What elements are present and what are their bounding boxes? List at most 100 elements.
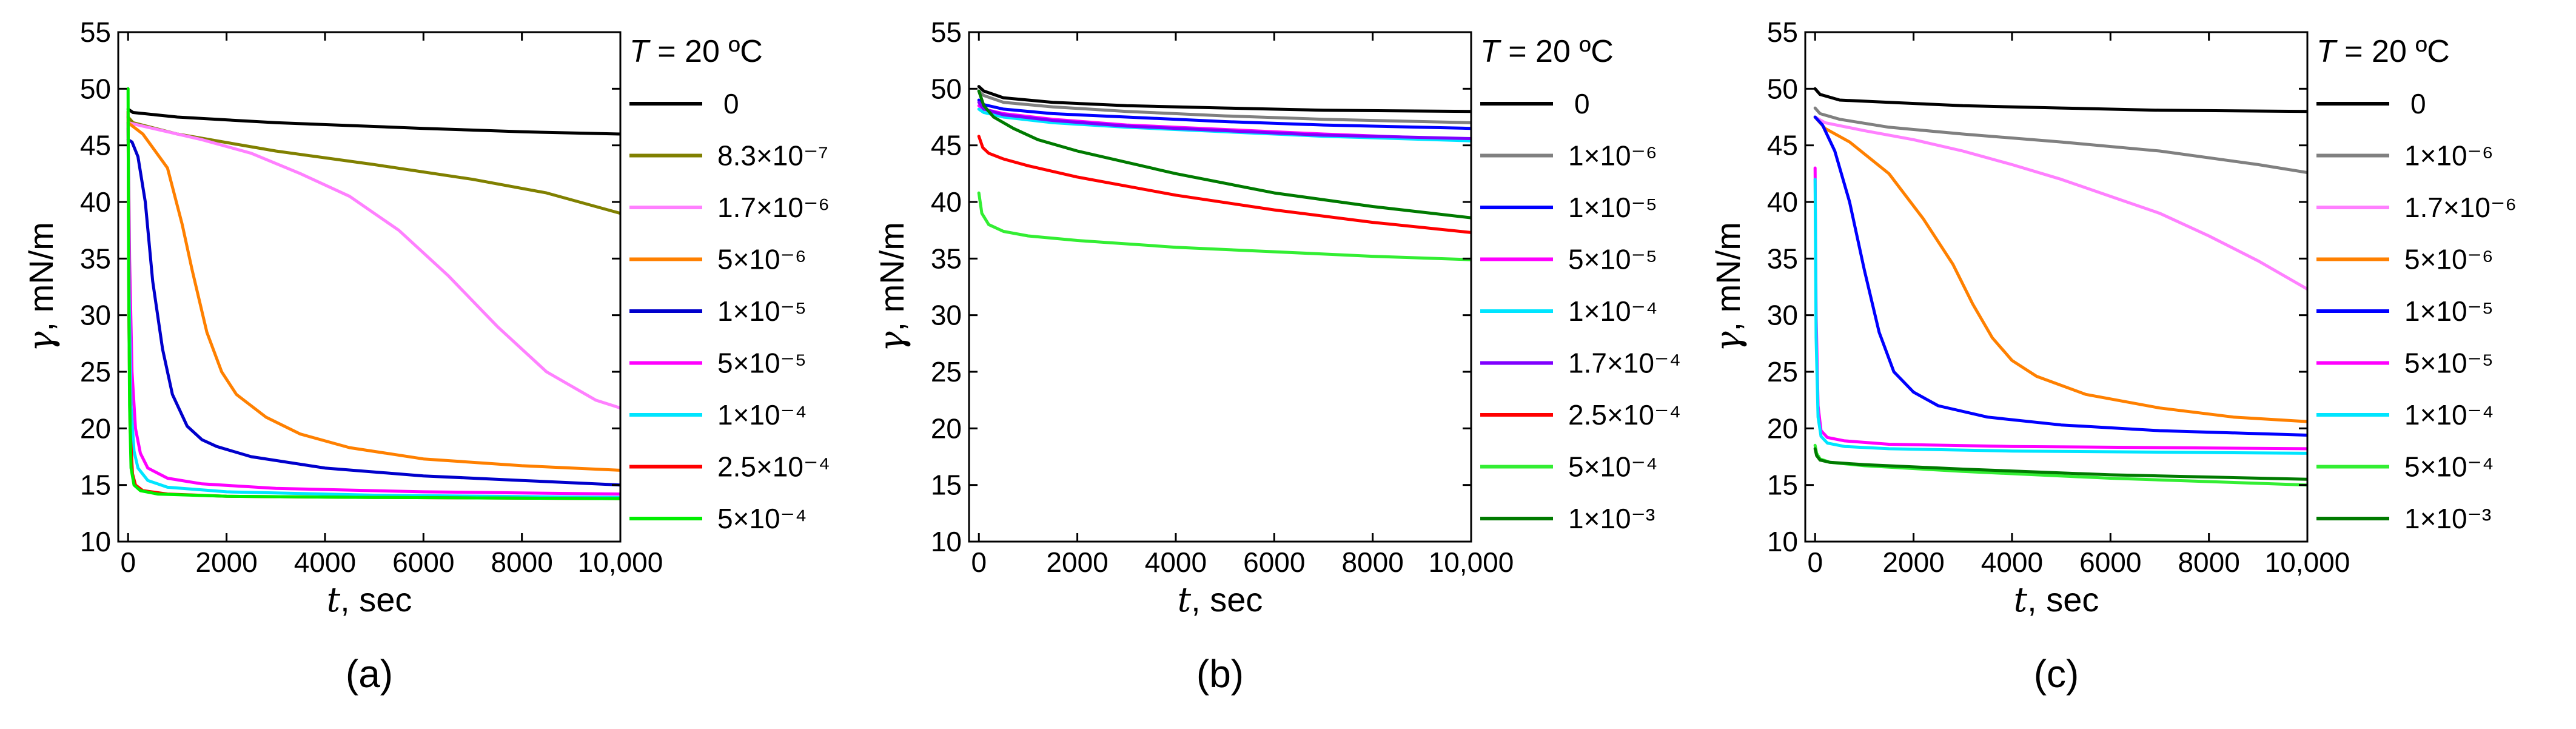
panel-a-legend-label-6: 1×10⁻⁴: [717, 399, 807, 431]
panel-a-legend-label-7: 2.5×10⁻⁴: [717, 451, 830, 483]
panel-b-legend-title-rest: = 20 ºC: [1500, 34, 1614, 69]
panel-b-y-tick-label-5: 35: [931, 243, 962, 274]
panel-a-y-tick-label-4: 30: [80, 300, 111, 331]
panel-a-y-tick-label-8: 50: [80, 73, 111, 104]
panel-a-y-tick-label-0: 10: [80, 526, 111, 557]
panel-b-x-tick-label-1: 2000: [1046, 546, 1108, 578]
panel-c-legend-label-3: 5×10⁻⁶: [2404, 244, 2494, 275]
panel-b-series-line-0: [977, 85, 1471, 113]
panel-a-legend-label-4: 1×10⁻⁵: [717, 295, 807, 327]
panel-b-series-line-8: [977, 89, 1471, 220]
panel-b-legend-label-4: 1×10⁻⁴: [1568, 295, 1658, 327]
panel-c-y-tick-label-5: 35: [1767, 243, 1798, 274]
panel-b-x-tick-label-5: 10,000: [1429, 546, 1514, 578]
panel-b-x-tick-label-0: 0: [971, 546, 987, 578]
panel-b-y-tick-label-4: 30: [931, 300, 962, 331]
panel-b-y-tick-label-0: 10: [931, 526, 962, 557]
panel-a-x-tick-label-0: 0: [120, 546, 136, 578]
panel-c-y-tick-label-7: 45: [1767, 130, 1798, 161]
panel-c-y-axis-unit: , mN/m: [1709, 222, 1747, 331]
panel-b-legend-label-6: 2.5×10⁻⁴: [1568, 399, 1681, 431]
panel-c-series-line-6: [1813, 178, 2307, 455]
panel-b-legend-label-3: 5×10⁻⁵: [1568, 244, 1657, 275]
panel-c-y-axis-label: γ, mN/m: [1709, 222, 1748, 352]
panel-a-legend-label-5: 5×10⁻⁵: [717, 348, 807, 379]
panel-c-plot-frame: [1804, 31, 2309, 543]
panel-b-series-line-2: [977, 98, 1471, 130]
panel-b-y-axis-var: γ: [873, 331, 912, 352]
panel-c-x-axis-unit: , sec: [2027, 580, 2099, 619]
panel-c-legend-title-rest: = 20 ºC: [2336, 34, 2450, 69]
panel-c-series-line-8: [1813, 447, 2307, 481]
panel-a-x-axis-label: t, sec: [327, 580, 412, 620]
panel-b-y-tick-label-3: 25: [931, 356, 962, 388]
panel-b-legend-label-0: 0: [1574, 88, 1590, 119]
panel-b-x-axis-unit: , sec: [1191, 580, 1263, 619]
panel-a-x-tick-label-4: 8000: [491, 546, 552, 578]
panel-a-y-tick-label-7: 45: [80, 130, 111, 161]
panel-c-y-tick-label-3: 25: [1767, 356, 1798, 388]
panel-b-y-tick-label-8: 50: [931, 73, 962, 104]
panel-a-y-axis-label: γ, mN/m: [22, 222, 61, 352]
panel-c-series-line-3: [1813, 115, 2307, 423]
panel-a-y-tick-label-2: 20: [80, 412, 111, 444]
panel-a-legend-label-2: 1.7×10⁻⁶: [717, 192, 830, 223]
panel-c-legend-label-2: 1.7×10⁻⁶: [2404, 192, 2517, 223]
panel-b-x-tick-label-2: 4000: [1145, 546, 1207, 578]
panel-b-legend-label-7: 5×10⁻⁴: [1568, 451, 1658, 483]
panel-b-series-line-6: [977, 135, 1471, 234]
panel-c-legend-title: T = 20 ºC: [2316, 34, 2450, 69]
panel-a-legend-label-0: 0: [723, 88, 739, 119]
panel-b-y-tick-label-7: 45: [931, 130, 962, 161]
panel-b-x-axis-label: t, sec: [1178, 580, 1263, 620]
panel-c-chart: 0 2000 4000 6000 8000 10,000 10 15 20 25 30 35 40 45 5…: [1709, 16, 2517, 696]
panel-c-legend-label-8: 1×10⁻³: [2404, 503, 2491, 534]
panel-c-x-tick-label-0: 0: [1807, 546, 1823, 578]
panel-b-series-line-7: [977, 191, 1471, 261]
panel-c-series-line-2: [1813, 115, 2307, 291]
panel-c-y-tick-label-4: 30: [1767, 300, 1798, 331]
panel-c-series-line-4: [1813, 115, 2307, 437]
panel-a-y-tick-label-1: 15: [80, 469, 111, 501]
panel-b-y-tick-label-2: 20: [931, 412, 962, 444]
panel-c-series-line-1: [1813, 106, 2307, 174]
panel-a-plot-frame: [117, 31, 622, 543]
panel-b-x-tick-label-3: 6000: [1243, 546, 1305, 578]
panel-b-x-tick-label-4: 8000: [1341, 546, 1403, 578]
panel-b-plot-frame: [968, 31, 1472, 543]
panel-c-y-tick-label-0: 10: [1767, 526, 1798, 557]
panel-c-y-tick-label-8: 50: [1767, 73, 1798, 104]
panel-a-series-line-2: [126, 121, 620, 410]
panel-b-legend-label-8: 1×10⁻³: [1568, 503, 1655, 534]
panel-b-y-axis-label: γ, mN/m: [873, 222, 912, 352]
panel-c-x-axis-label: t, sec: [2014, 580, 2099, 620]
panel-c-x-tick-label-4: 8000: [2178, 546, 2239, 578]
panel-a-y-tick-label-9: 55: [80, 16, 111, 48]
panel-a-legend-title-rest: = 20 ºC: [649, 34, 763, 69]
panel-a-legend-title-var: T: [629, 34, 651, 69]
panel-b-chart: 0 2000 4000 6000 8000 10,000 10 15 20 25 30 35 40 45 5…: [873, 16, 1681, 696]
panel-a-y-tick-label-5: 35: [80, 243, 111, 274]
panel-a-series-line-3: [126, 121, 620, 472]
panel-c-y-tick-label-1: 15: [1767, 469, 1798, 501]
panel-a-y-axis-unit: , mN/m: [22, 222, 60, 331]
panel-c-legend-label-5: 5×10⁻⁵: [2404, 348, 2494, 379]
panel-c-series-line-0: [1813, 87, 2307, 113]
panel-a-series-line-8: [126, 87, 620, 500]
panel-c-legend-label-1: 1×10⁻⁶: [2404, 140, 2494, 172]
panel-c-legend-label-4: 1×10⁻⁵: [2404, 295, 2494, 327]
panel-c-x-tick-label-5: 10,000: [2265, 546, 2350, 578]
panel-a-x-tick-label-3: 6000: [392, 546, 454, 578]
panel-b-legend-label-5: 1.7×10⁻⁴: [1568, 348, 1681, 379]
panel-a-chart: 0 2000 4000 6000 8000 10,000 10 15 20 25 30 35 40 45 5…: [22, 16, 830, 696]
panel-c-y-tick-label-6: 40: [1767, 186, 1798, 218]
panel-c-legend-label-7: 5×10⁻⁴: [2404, 451, 2494, 483]
panel-c-y-tick-label-9: 55: [1767, 16, 1798, 48]
panel-c-legend-title-var: T: [2316, 34, 2338, 69]
panel-c-x-tick-label-2: 4000: [1981, 546, 2043, 578]
panel-c-x-axis-var: t: [2014, 580, 2028, 620]
panel-a-x-tick-label-5: 10,000: [578, 546, 663, 578]
panel-c-panel-label: (c): [2034, 652, 2079, 696]
panel-b-legend-title: T = 20 ºC: [1480, 34, 1614, 69]
